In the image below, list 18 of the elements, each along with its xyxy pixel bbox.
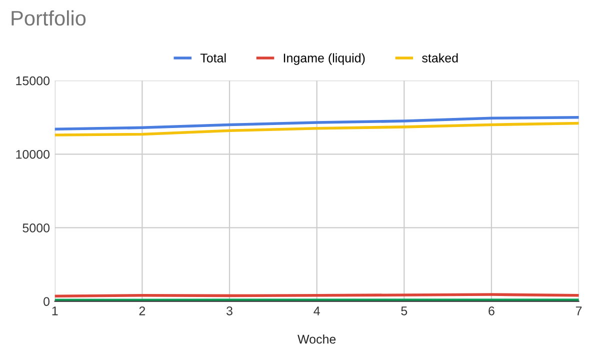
x-tick-label: 5 [401, 306, 408, 316]
y-tick-label: 15000 [16, 76, 50, 86]
x-tick-label: 1 [52, 306, 58, 316]
y-tick-label: 10000 [16, 150, 50, 159]
chart-title: Portfolio [12, 10, 86, 26]
x-tick-label: 2 [139, 306, 146, 316]
x-tick-label: 7 [576, 306, 582, 316]
y-tick-label: 5000 [22, 224, 50, 232]
y-tick-label: 0 [44, 297, 50, 306]
line-series [54, 122, 579, 136]
x-tick-label: 6 [488, 306, 494, 316]
x-axis-title: Woche [298, 334, 336, 344]
line-series [54, 116, 579, 131]
legend-label: staked [422, 53, 458, 62]
legend-label: Total [200, 53, 226, 62]
x-tick-label: 3 [226, 306, 232, 316]
x-tick-label: 4 [314, 306, 320, 316]
legend-label: Ingame (liquid) [284, 53, 365, 65]
